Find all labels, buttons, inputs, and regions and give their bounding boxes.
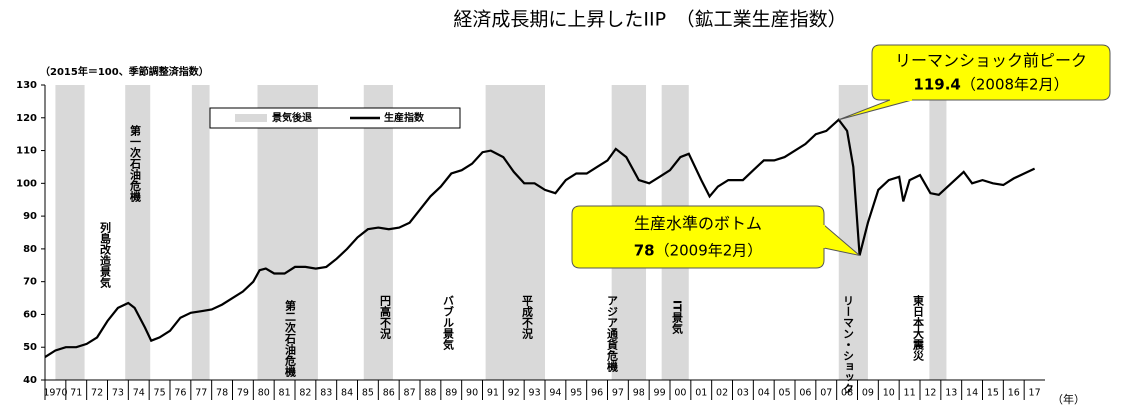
x-tick-label: 75	[154, 388, 166, 399]
x-tick-label: 97	[612, 388, 624, 399]
x-tick-label: 89	[445, 388, 457, 399]
x-tick-label: 14	[966, 388, 978, 399]
legend-label: 景気後退	[272, 111, 312, 124]
x-tick-label: 79	[237, 388, 249, 399]
callout-text: 生産水準のボトム	[634, 214, 762, 233]
callout-text: リーマンショック前ピーク	[895, 51, 1087, 70]
x-tick-label: 81	[279, 388, 291, 399]
y-tick-label: 40	[23, 375, 37, 386]
y-tick-label: 130	[16, 80, 37, 91]
y-tick-label: 90	[23, 211, 37, 222]
callout-value: 119.4	[913, 75, 960, 93]
recession-band	[485, 85, 545, 380]
line-series	[44, 118, 1036, 359]
y-tick-label: 100	[16, 178, 37, 189]
x-tick-label: 15	[987, 388, 999, 399]
recession-band	[363, 85, 393, 380]
x-tick-label: 99	[654, 388, 666, 399]
recession-band	[838, 85, 868, 380]
x-tick-label: 76	[174, 388, 186, 399]
y-tick-label: 80	[23, 244, 37, 255]
period-label: リーマン・ショック	[842, 295, 855, 394]
x-tick-label: 82	[299, 388, 311, 399]
x-tick-label: 01	[695, 388, 707, 399]
x-tick-label: 12	[924, 388, 936, 399]
x-tick-label: 72	[91, 388, 103, 399]
x-tick-label: 03	[737, 388, 749, 399]
callout-box	[571, 205, 825, 269]
x-tick-label: 87	[404, 388, 416, 399]
y-tick-label: 50	[23, 342, 37, 353]
x-tick-label: 10	[883, 388, 895, 399]
x-tick-label: 77	[195, 388, 207, 399]
x-tick-label: 88	[424, 388, 436, 399]
x-tick-label: 13	[945, 388, 957, 399]
callout-value: 78	[634, 241, 655, 259]
period-label: 第一次石油危機	[129, 124, 143, 203]
period-label: 第二次石油危機	[284, 299, 298, 378]
x-tick-label: 16	[1008, 388, 1020, 399]
y-tick-label: 70	[23, 277, 37, 288]
x-tick-label: 94	[549, 388, 561, 399]
x-tick-label: 95	[570, 388, 582, 399]
legend-label: 生産指数	[384, 111, 425, 124]
x-tick-label: 92	[508, 388, 520, 399]
x-tick-label: 11	[904, 388, 916, 399]
x-tick-label: 83	[320, 388, 332, 399]
x-tick-label: 71	[70, 388, 82, 399]
legend-box	[209, 107, 461, 129]
x-tick-label: 74	[133, 388, 145, 399]
x-tick-label: 93	[529, 388, 541, 399]
recession-band	[55, 85, 85, 380]
x-tick-label: 1970	[43, 388, 67, 399]
period-label: 平成不況	[521, 295, 534, 340]
x-tick-label: 98	[633, 388, 645, 399]
x-tick-label: 07	[820, 388, 832, 399]
recession-band	[929, 85, 947, 380]
callout-date: （2008年2月）	[961, 75, 1069, 93]
callout-tail	[838, 99, 913, 121]
x-tick-label: 06	[799, 388, 811, 399]
x-tick-label: 80	[258, 388, 270, 399]
x-tick-label: 09	[862, 388, 874, 399]
x-tick-label: 78	[216, 388, 228, 399]
callout-tail	[823, 224, 860, 256]
recession-band	[191, 85, 210, 380]
legend-swatch	[235, 114, 267, 122]
callout-date: （2009年2月）	[655, 241, 763, 259]
x-tick-label: 17	[1029, 388, 1041, 399]
x-tick-label: 04	[758, 388, 770, 399]
x-tick-label: 02	[716, 388, 728, 399]
x-tick-label: 91	[487, 388, 499, 399]
y-tick-label: 110	[16, 146, 37, 157]
x-tick-label: 08	[841, 388, 853, 399]
y-tick-label: 120	[16, 113, 37, 124]
x-tick-label: 00	[674, 388, 686, 399]
x-tick-label: 85	[362, 388, 374, 399]
period-label: 東日本大震災	[912, 294, 926, 362]
x-axis-label: （年）	[1052, 392, 1085, 406]
period-label: 列島改造景気	[99, 221, 113, 289]
x-tick-label: 96	[591, 388, 603, 399]
period-label: アジア通貨危機	[606, 295, 620, 373]
x-tick-label: 90	[466, 388, 478, 399]
period-label: IT景気	[671, 300, 685, 334]
subtitle: （2015年＝100、季節調整済指数）	[40, 65, 209, 78]
callout-box	[871, 44, 1111, 101]
y-tick-label: 60	[23, 309, 37, 320]
x-tick-label: 73	[112, 388, 124, 399]
x-tick-label: 86	[383, 388, 395, 399]
period-label: バブル景気	[442, 295, 456, 351]
x-tick-label: 84	[341, 388, 353, 399]
callout-value-line: 119.4（2008年2月）	[913, 75, 1068, 93]
period-label: 円高不況	[379, 295, 392, 340]
chart-title: 経済成長期に上昇したIIP （鉱工業生産指数）	[453, 9, 846, 31]
callout-value-line: 78（2009年2月）	[634, 241, 763, 259]
recession-band	[257, 85, 318, 380]
x-tick-label: 05	[779, 388, 791, 399]
